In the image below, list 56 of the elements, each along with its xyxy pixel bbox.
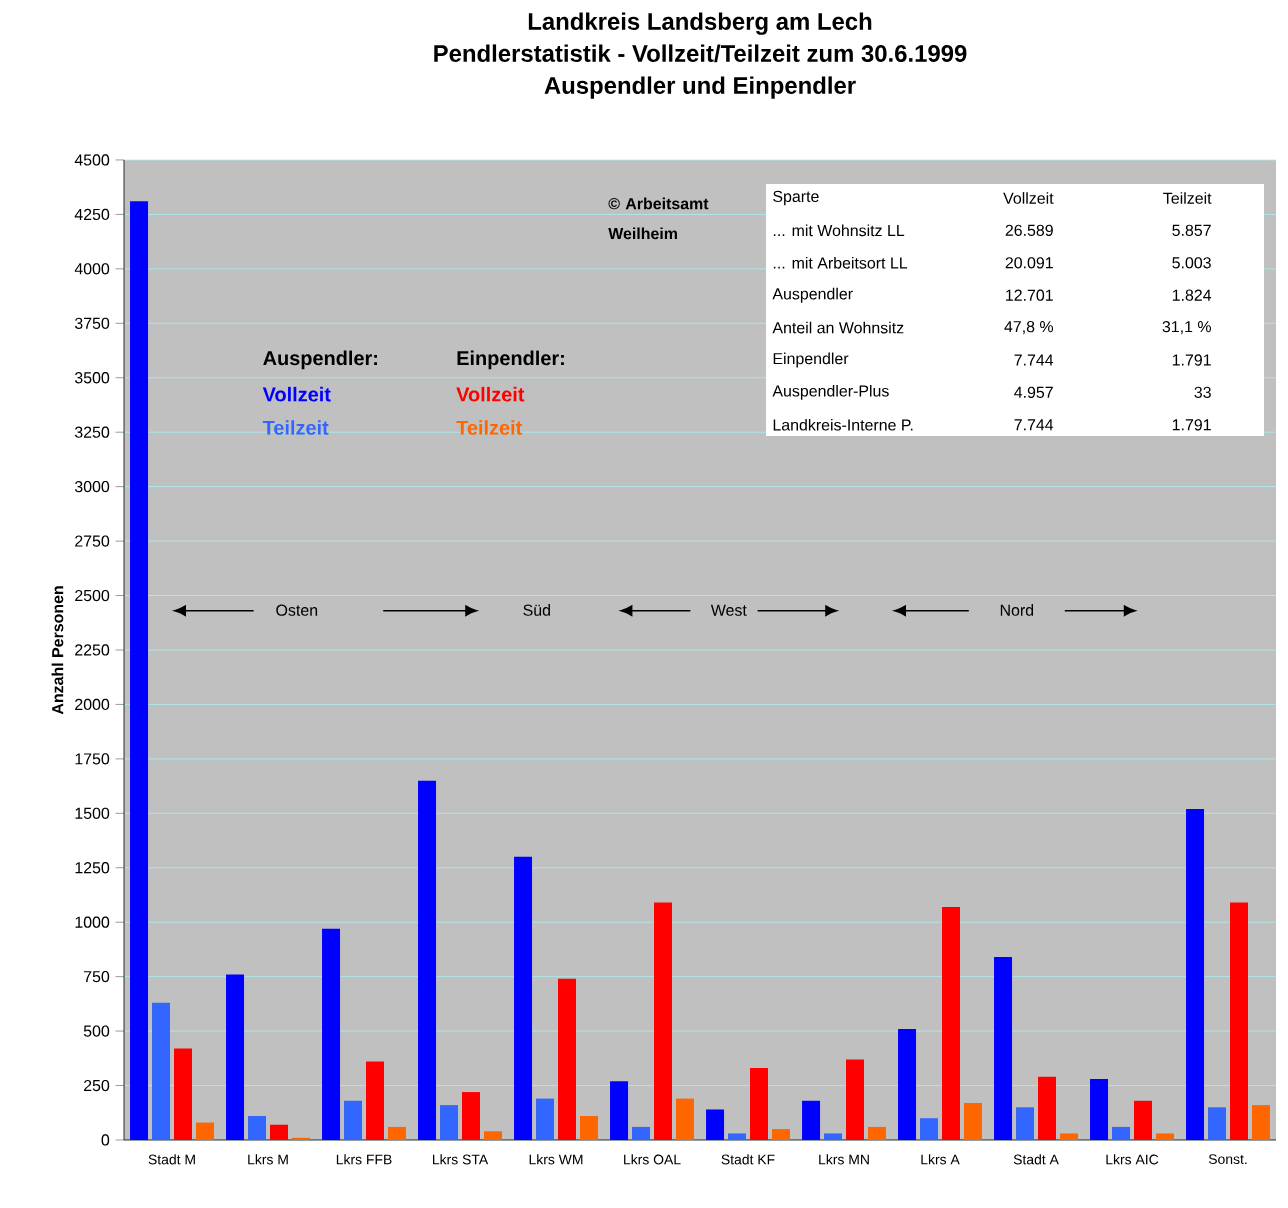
bar xyxy=(963,1102,982,1140)
bar xyxy=(1134,1100,1153,1140)
bar xyxy=(1112,1126,1131,1140)
text: Teilzeit xyxy=(456,420,523,435)
bar xyxy=(152,1002,171,1140)
bar xyxy=(867,1126,886,1140)
text: Auspendler und Einpendler xyxy=(544,76,856,99)
bar xyxy=(418,780,437,1140)
bar xyxy=(942,906,961,1140)
chart-title: Landkreis Landsberg am Lech xyxy=(528,12,872,35)
bar xyxy=(195,1122,214,1140)
bar xyxy=(440,1105,459,1140)
bar xyxy=(1060,1133,1078,1140)
bar xyxy=(1038,1076,1057,1140)
text: Vollzeit xyxy=(456,386,525,402)
text: Teilzeit xyxy=(262,420,329,435)
bar xyxy=(388,1126,406,1140)
bar xyxy=(366,1061,384,1140)
bar xyxy=(579,1116,598,1140)
bar xyxy=(514,856,533,1140)
bar xyxy=(484,1131,502,1140)
bar xyxy=(898,1028,917,1140)
bar xyxy=(706,1109,725,1140)
bar xyxy=(675,1098,694,1140)
bar xyxy=(750,1068,769,1140)
chart-subtitle: Pendlerstatistik - Vollzeit/Teilzeit zum 30.6.1999 xyxy=(434,44,967,63)
bar xyxy=(536,1098,555,1140)
bar xyxy=(610,1081,629,1140)
bar xyxy=(1252,1105,1270,1140)
text: Vollzeit xyxy=(262,386,331,402)
bar xyxy=(344,1100,363,1140)
annotation: Auspendler: xyxy=(263,350,377,370)
annotation: Einpendler: xyxy=(457,350,564,370)
bar xyxy=(802,1100,821,1140)
bar xyxy=(226,974,245,1140)
bar xyxy=(130,201,149,1140)
bar xyxy=(771,1129,790,1140)
bar xyxy=(1090,1078,1109,1140)
bar xyxy=(248,1116,267,1140)
bar xyxy=(824,1133,843,1140)
bar xyxy=(1156,1133,1174,1140)
bar xyxy=(846,1059,865,1140)
bar xyxy=(1230,902,1249,1140)
bar xyxy=(462,1092,481,1140)
bar xyxy=(558,978,577,1140)
bar xyxy=(1186,808,1205,1140)
bar xyxy=(632,1126,651,1140)
bar xyxy=(994,957,1013,1140)
bar xyxy=(270,1124,289,1140)
bar xyxy=(654,902,673,1140)
bar xyxy=(1016,1107,1035,1140)
bar xyxy=(920,1118,939,1140)
bar xyxy=(728,1133,747,1140)
bar xyxy=(1208,1107,1227,1140)
bar xyxy=(322,928,341,1140)
bar xyxy=(174,1048,193,1140)
